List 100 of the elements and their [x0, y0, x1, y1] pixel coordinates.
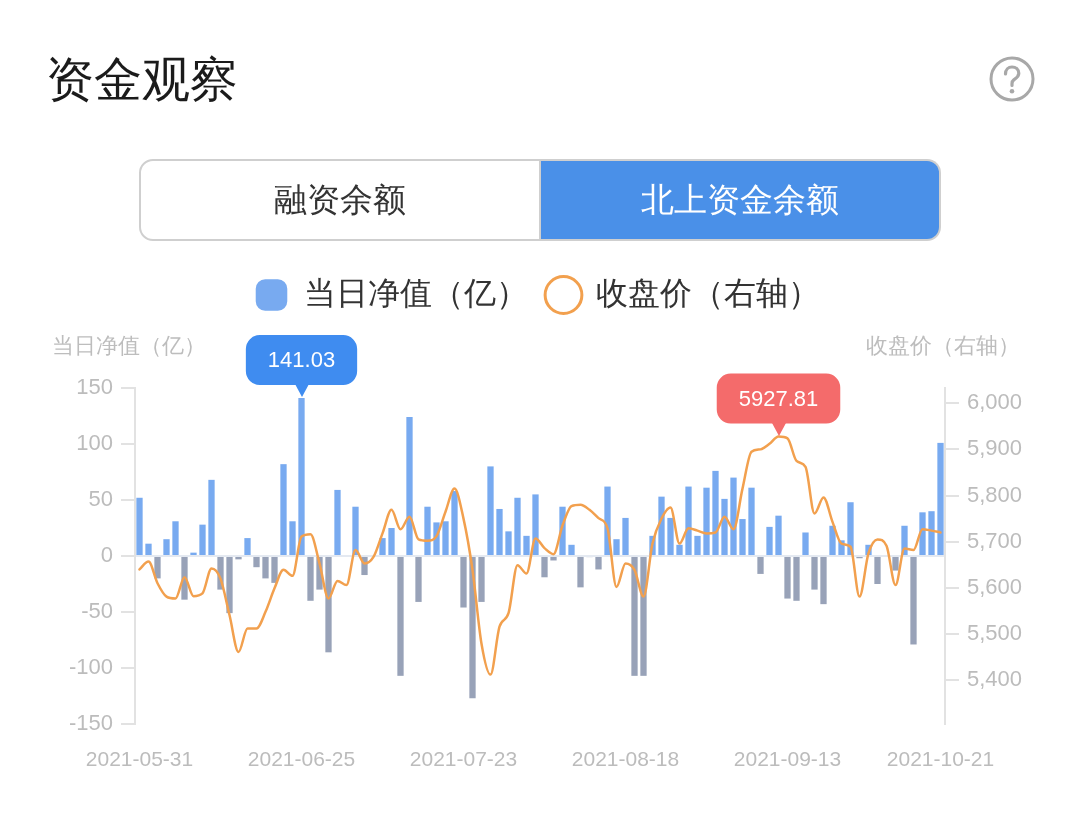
y2-tick-label: 6,000 — [967, 389, 1023, 415]
bar — [568, 544, 575, 555]
legend-label: 收盘价（右轴） — [595, 274, 820, 311]
bar — [820, 557, 827, 605]
x-tick-label: 2021-06-25 — [247, 747, 356, 771]
bar — [739, 519, 746, 555]
bar — [658, 496, 665, 555]
bar — [910, 557, 917, 645]
bar — [154, 557, 161, 579]
data-label: 5927.81 — [738, 385, 819, 411]
bar — [424, 506, 431, 555]
bar — [199, 524, 206, 555]
bar — [631, 557, 638, 676]
bar — [757, 557, 764, 574]
bar — [352, 506, 359, 555]
y-axis-title: 当日净值（亿） — [52, 332, 206, 360]
bar — [595, 557, 602, 570]
y-tick-label: 50 — [88, 486, 113, 512]
bar — [271, 557, 278, 583]
bar — [262, 557, 269, 579]
bar — [892, 557, 899, 571]
bar — [235, 557, 242, 560]
bar — [487, 466, 494, 555]
bar — [388, 528, 395, 555]
bar — [721, 498, 728, 555]
y-tick-label: -100 — [68, 654, 113, 680]
data-label: 141.03 — [267, 347, 336, 373]
bar — [667, 517, 674, 555]
x-tick-label: 2021-10-21 — [886, 747, 995, 771]
y-tick-label: 100 — [76, 430, 113, 456]
bar — [505, 531, 512, 555]
bar — [793, 557, 800, 601]
y-tick-label: -50 — [81, 598, 113, 624]
bar — [811, 557, 818, 590]
bar — [406, 417, 413, 555]
bar — [685, 486, 692, 555]
y2-tick-label: 5,700 — [967, 527, 1023, 553]
y-tick-label: -150 — [68, 710, 113, 736]
y2-tick-label: 5,500 — [967, 620, 1023, 646]
bar — [577, 557, 584, 588]
bar — [226, 557, 233, 614]
bar — [937, 442, 944, 555]
y2-tick-label: 5,600 — [967, 573, 1023, 599]
bar — [397, 557, 404, 676]
bar — [208, 479, 215, 555]
tab-button: 融资余额 — [139, 159, 541, 241]
y2-tick-label: 5,900 — [967, 435, 1023, 461]
bar — [532, 494, 539, 555]
bar — [325, 557, 332, 653]
x-tick-label: 2021-05-31 — [85, 747, 194, 771]
bar — [280, 464, 287, 555]
bar — [703, 487, 710, 555]
y-tick-label: 0 — [100, 542, 113, 568]
bar — [478, 557, 485, 602]
tab-button: 北上资金余额 — [541, 159, 941, 241]
bar — [640, 557, 647, 676]
x-tick-label: 2021-07-23 — [409, 747, 518, 771]
bar — [874, 557, 881, 584]
bar — [244, 538, 251, 555]
y2-tick-label: 5,400 — [967, 666, 1023, 692]
bar — [253, 557, 260, 568]
bar — [496, 508, 503, 555]
bar — [415, 557, 422, 602]
bar — [550, 557, 557, 561]
bar — [847, 502, 854, 555]
bar — [676, 544, 683, 555]
bar — [307, 557, 314, 601]
bar — [784, 557, 791, 599]
bar — [541, 557, 548, 578]
bar — [928, 511, 935, 555]
bar — [622, 517, 629, 555]
bar — [694, 535, 701, 555]
bar — [775, 515, 782, 555]
y-tick-label: 150 — [76, 374, 113, 400]
bar — [514, 497, 521, 555]
chart-title: 资金观察 — [46, 52, 238, 108]
bar — [451, 491, 458, 555]
bar — [145, 543, 152, 555]
bar — [289, 521, 296, 555]
bar — [730, 477, 737, 555]
bar — [919, 512, 926, 555]
y2-axis-title: 收盘价（右轴） — [866, 332, 1020, 360]
bar — [613, 539, 620, 555]
y2-tick-label: 5,800 — [967, 481, 1023, 507]
bar — [829, 525, 836, 555]
bar — [190, 552, 197, 555]
bar — [442, 521, 449, 555]
bar — [748, 487, 755, 555]
bar — [136, 497, 143, 555]
bar — [766, 526, 773, 555]
bar — [802, 532, 809, 555]
bar — [172, 521, 179, 555]
bar — [460, 557, 467, 608]
bar — [334, 489, 341, 555]
x-tick-label: 2021-08-18 — [571, 747, 680, 771]
bar — [523, 535, 530, 555]
legend-label: 当日净值（亿） — [303, 274, 528, 311]
bar — [712, 470, 719, 555]
bar — [163, 539, 170, 555]
x-tick-label: 2021-09-13 — [733, 747, 842, 771]
